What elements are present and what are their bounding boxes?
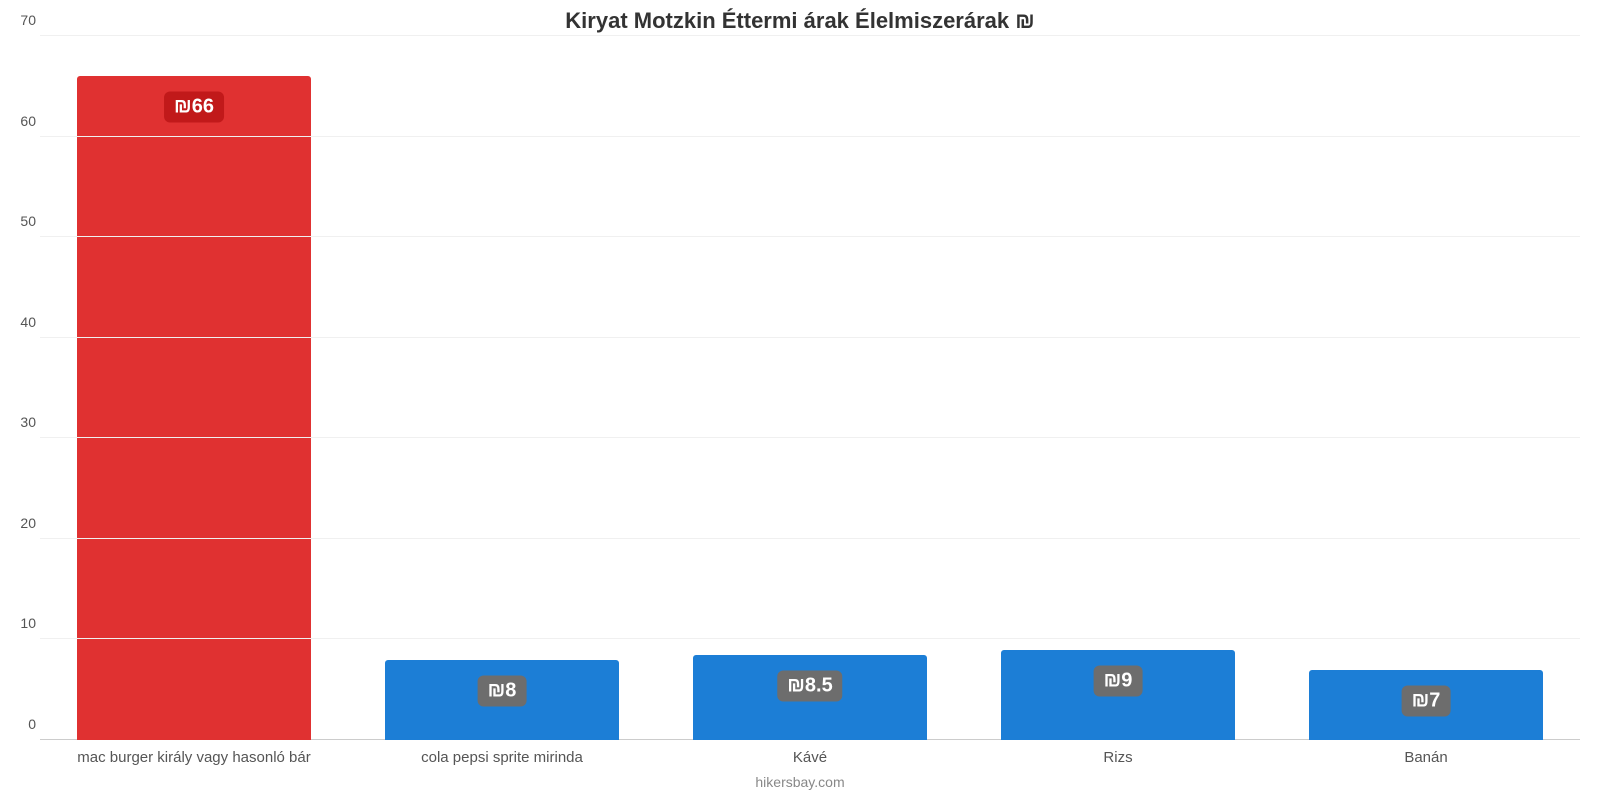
x-axis-label: Kávé — [656, 749, 964, 766]
bars-row: ₪66 ₪8 ₪8.5 ₪9 ₪7 — [40, 36, 1580, 740]
bar: ₪66 — [77, 76, 311, 740]
grid-line — [40, 337, 1580, 338]
grid-line — [40, 136, 1580, 137]
y-tick-label: 30 — [6, 414, 36, 430]
y-tick-label: 60 — [6, 113, 36, 129]
grid-line — [40, 236, 1580, 237]
credit-text: hikersbay.com — [0, 774, 1600, 790]
x-axis-label: mac burger király vagy hasonló bár — [40, 749, 348, 766]
y-tick-label: 0 — [6, 716, 36, 732]
plot-area: ₪66₪8₪8.5₪9₪7 010203040506070 — [40, 36, 1580, 740]
bar: ₪9 — [1001, 650, 1235, 741]
grid-line — [40, 437, 1580, 438]
bar-slot: ₪7 — [1272, 36, 1580, 740]
bar-slot: ₪66 — [40, 36, 348, 740]
value-badge: ₪8.5 — [777, 670, 842, 701]
value-badge: ₪7 — [1402, 685, 1451, 716]
y-tick-label: 20 — [6, 515, 36, 531]
chart-title: Kiryat Motzkin Éttermi árak Élelmiszerár… — [0, 0, 1600, 34]
grid-line — [40, 35, 1580, 36]
x-axis-label: Rizs — [964, 749, 1272, 766]
bar-slot: ₪8 — [348, 36, 656, 740]
chart-container: Kiryat Motzkin Éttermi árak Élelmiszerár… — [0, 0, 1600, 800]
bar: ₪8.5 — [693, 655, 927, 740]
grid-line — [40, 638, 1580, 639]
bar-slot: ₪8.5 — [656, 36, 964, 740]
bar-slot: ₪9 — [964, 36, 1272, 740]
y-tick-label: 70 — [6, 12, 36, 28]
value-badge: ₪9 — [1094, 665, 1143, 696]
grid-line — [40, 538, 1580, 539]
value-badge: ₪8 — [478, 675, 527, 706]
x-axis-labels: mac burger király vagy hasonló bárcola p… — [40, 749, 1580, 766]
value-badge: ₪66 — [164, 92, 224, 123]
y-tick-label: 10 — [6, 615, 36, 631]
bar: ₪7 — [1309, 670, 1543, 740]
y-tick-label: 40 — [6, 314, 36, 330]
x-axis-label: cola pepsi sprite mirinda — [348, 749, 656, 766]
x-axis-label: Banán — [1272, 749, 1580, 766]
bar: ₪8 — [385, 660, 619, 740]
y-tick-label: 50 — [6, 213, 36, 229]
